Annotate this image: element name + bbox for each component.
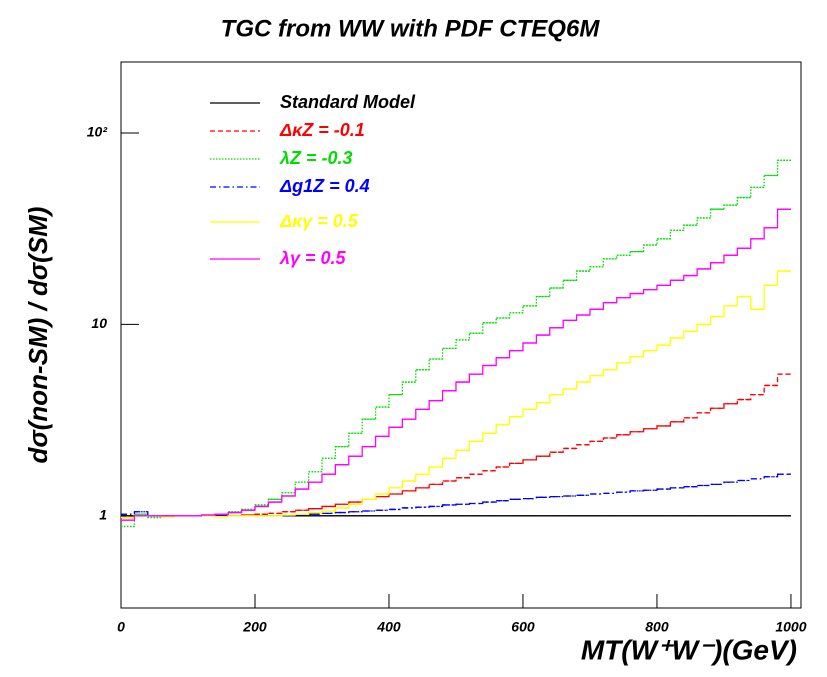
x-tick-label: 200 [242, 619, 267, 635]
chart-title: TGC from WW with PDF CTEQ6M [221, 15, 601, 42]
x-tick-label: 400 [376, 619, 401, 635]
x-tick-label: 0 [117, 619, 125, 635]
histogram-series [121, 373, 791, 519]
y-tick-label: 10² [87, 124, 108, 140]
x-tick-label: 1000 [775, 619, 806, 635]
legend-label: Standard Model [280, 92, 416, 112]
histogram-series [121, 270, 791, 519]
step-riser [121, 373, 791, 519]
y-axis-label: dσ(non-SM) / dσ(SM) [23, 207, 53, 464]
legend-label: λZ = -0.3 [279, 148, 353, 168]
x-tick-label: 800 [645, 619, 669, 635]
y-tick-label: 10 [91, 315, 107, 331]
step-riser [121, 208, 791, 521]
legend-label: Δg1Z = 0.4 [279, 176, 370, 196]
legend-label: ΔκZ = -0.1 [279, 120, 365, 140]
y-tick-label: 1 [99, 507, 107, 523]
histogram-series [121, 159, 791, 528]
histogram-series [121, 208, 791, 521]
step-riser [121, 159, 791, 528]
x-axis-label: MT(W⁺W⁻)(GeV) [581, 634, 797, 665]
legend-label: Δκγ = 0.5 [279, 211, 359, 231]
legend-label: λγ = 0.5 [279, 248, 347, 268]
plot-frame [120, 61, 802, 609]
x-tick-label: 600 [511, 619, 535, 635]
